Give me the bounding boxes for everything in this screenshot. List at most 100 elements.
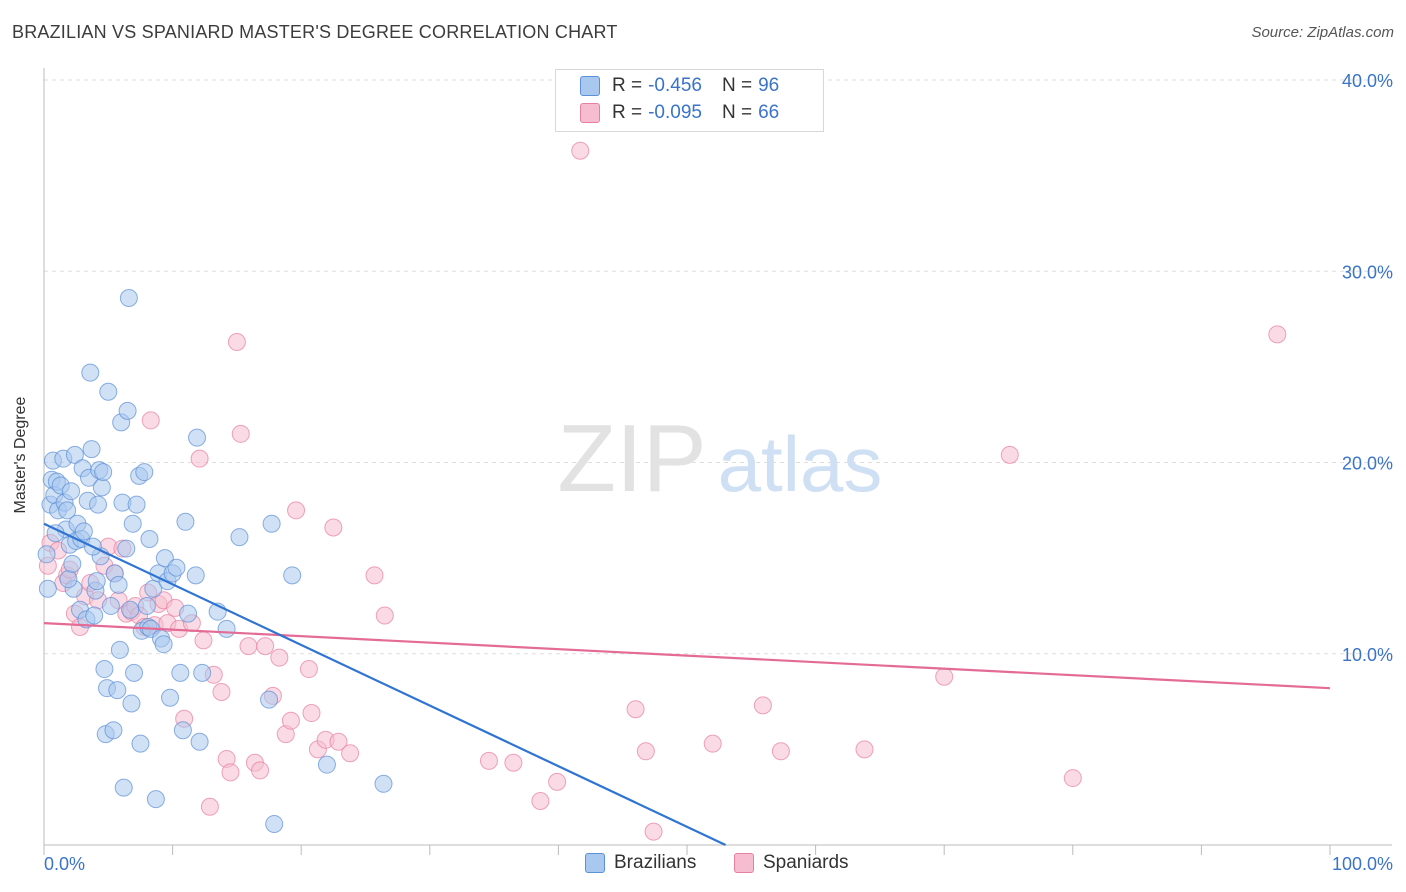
brazilians-point-52 xyxy=(125,663,144,682)
brazilians-point-83 xyxy=(262,514,281,533)
spaniards-point-73 xyxy=(1268,325,1287,344)
spaniards-point-54 xyxy=(329,732,348,751)
brazilians-point-30 xyxy=(89,495,108,514)
brazilians-point-57 xyxy=(135,463,154,482)
brazilians-point-78 xyxy=(193,663,212,682)
brazilians-point-88 xyxy=(37,545,56,564)
watermark-atlas: atlas xyxy=(718,420,883,508)
spaniards-point-35 xyxy=(212,683,231,701)
spaniards-legend-swatch xyxy=(734,853,754,873)
n-value: 66 xyxy=(758,102,780,123)
spaniards-point-42 xyxy=(251,761,270,780)
brazilians-point-38 xyxy=(101,596,120,615)
brazilians-point-53 xyxy=(127,495,146,514)
spaniards-point-37 xyxy=(221,763,240,782)
brazilians-point-39 xyxy=(104,721,123,740)
r-value: -0.456 xyxy=(648,75,702,96)
legend-row-brazilians: R = -0.456 N = 96 xyxy=(580,74,779,98)
tick-labels: 10.0% 20.0% 30.0% 40.0% 0.0% 100.0% xyxy=(44,71,1393,874)
spaniards-point-64 xyxy=(644,822,663,841)
axes xyxy=(43,68,1392,855)
brazilians-point-33 xyxy=(92,478,111,497)
x-tick-label-0: 0.0% xyxy=(44,854,85,874)
brazilians-point-81 xyxy=(230,528,249,547)
spaniards-point-47 xyxy=(281,711,300,730)
brazilians-point-85 xyxy=(283,566,302,585)
spaniards-point-48 xyxy=(287,501,306,520)
brazilians-point-91 xyxy=(95,660,114,679)
brazilians-legend-swatch xyxy=(585,853,605,873)
r-value: -0.095 xyxy=(648,102,702,123)
brazilians-point-82 xyxy=(260,690,279,709)
spaniards-point-70 xyxy=(935,667,954,686)
brazilians-point-65 xyxy=(154,635,173,654)
n-label: N = xyxy=(721,102,753,123)
source-label: Source: ZipAtlas.com xyxy=(1251,24,1394,41)
brazilians-point-15 xyxy=(65,445,84,464)
y-tick-label-1: 20.0% xyxy=(1342,454,1393,474)
brazilians-trend-line xyxy=(43,522,727,846)
brazilians-point-34 xyxy=(94,463,113,482)
brazilians-legend-label: Brazilians xyxy=(614,852,697,873)
spaniards-trend-line xyxy=(43,622,1331,690)
brazilians-point-84 xyxy=(265,814,284,833)
brazilians-point-77 xyxy=(190,732,209,751)
spaniards-point-66 xyxy=(703,734,722,753)
brazilians-point-21 xyxy=(74,522,93,541)
legend-item-spaniards[interactable]: Spaniards xyxy=(734,852,849,874)
spaniards-swatch xyxy=(580,103,600,123)
brazilians-point-51 xyxy=(123,514,142,533)
series-legend: Brazilians Spaniards xyxy=(0,852,1406,876)
spaniards-point-49 xyxy=(299,660,318,679)
gridlines xyxy=(44,79,1392,655)
brazilians-point-94 xyxy=(110,640,129,659)
spaniards-point-43 xyxy=(256,637,275,656)
spaniards-point-58 xyxy=(479,751,498,770)
r-label: R = xyxy=(612,75,643,96)
spaniards-point-62 xyxy=(571,141,590,160)
brazilians-point-25 xyxy=(81,363,100,382)
brazilians-point-49 xyxy=(121,600,140,619)
spaniards-point-56 xyxy=(365,566,384,585)
brazilians-point-58 xyxy=(137,596,156,615)
legend-item-brazilians[interactable]: Brazilians xyxy=(585,852,696,874)
brazilians-point-11 xyxy=(58,501,77,520)
x-tick-label-1: 100.0% xyxy=(1332,854,1393,874)
spaniards-point-69 xyxy=(855,740,874,759)
spaniards-point-45 xyxy=(270,648,289,667)
spaniards-point-63 xyxy=(626,700,645,719)
spaniards-point-33 xyxy=(200,797,219,816)
brazilians-point-26 xyxy=(82,440,101,459)
spaniards-point-68 xyxy=(771,742,790,761)
brazilians-point-42 xyxy=(109,575,128,594)
watermark: ZIP atlas xyxy=(557,405,882,512)
brazilians-point-76 xyxy=(188,428,207,447)
spaniards-point-22 xyxy=(141,411,160,430)
brazilians-point-47 xyxy=(118,401,137,420)
spaniards-legend-label: Spaniards xyxy=(763,852,849,873)
spaniards-point-61 xyxy=(548,772,567,791)
spaniards-point-65 xyxy=(636,742,655,761)
brazilians-point-90 xyxy=(59,570,78,589)
brazilians-point-80 xyxy=(217,619,236,638)
spaniards-point-71 xyxy=(1000,445,1019,464)
brazilians-point-75 xyxy=(186,566,205,585)
spaniards-point-31 xyxy=(190,449,209,468)
spaniards-point-67 xyxy=(753,696,772,715)
spaniards-point-32 xyxy=(194,631,213,650)
spaniards-point-59 xyxy=(504,753,523,772)
y-tick-label-2: 30.0% xyxy=(1342,262,1393,282)
n-label: N = xyxy=(721,75,753,96)
brazilians-point-29 xyxy=(87,572,106,591)
brazilians-points xyxy=(37,289,393,833)
brazilians-point-71 xyxy=(171,663,190,682)
brazilians-point-68 xyxy=(161,688,180,707)
brazilians-point-41 xyxy=(108,681,127,700)
spaniards-point-39 xyxy=(231,424,250,443)
spaniards-point-60 xyxy=(531,792,550,811)
brazilians-point-13 xyxy=(62,482,81,501)
brazilians-point-86 xyxy=(317,755,336,774)
brazilians-point-27 xyxy=(85,606,104,625)
legend-row-spaniards: R = -0.095 N = 66 xyxy=(580,101,779,125)
spaniards-point-53 xyxy=(324,518,343,537)
